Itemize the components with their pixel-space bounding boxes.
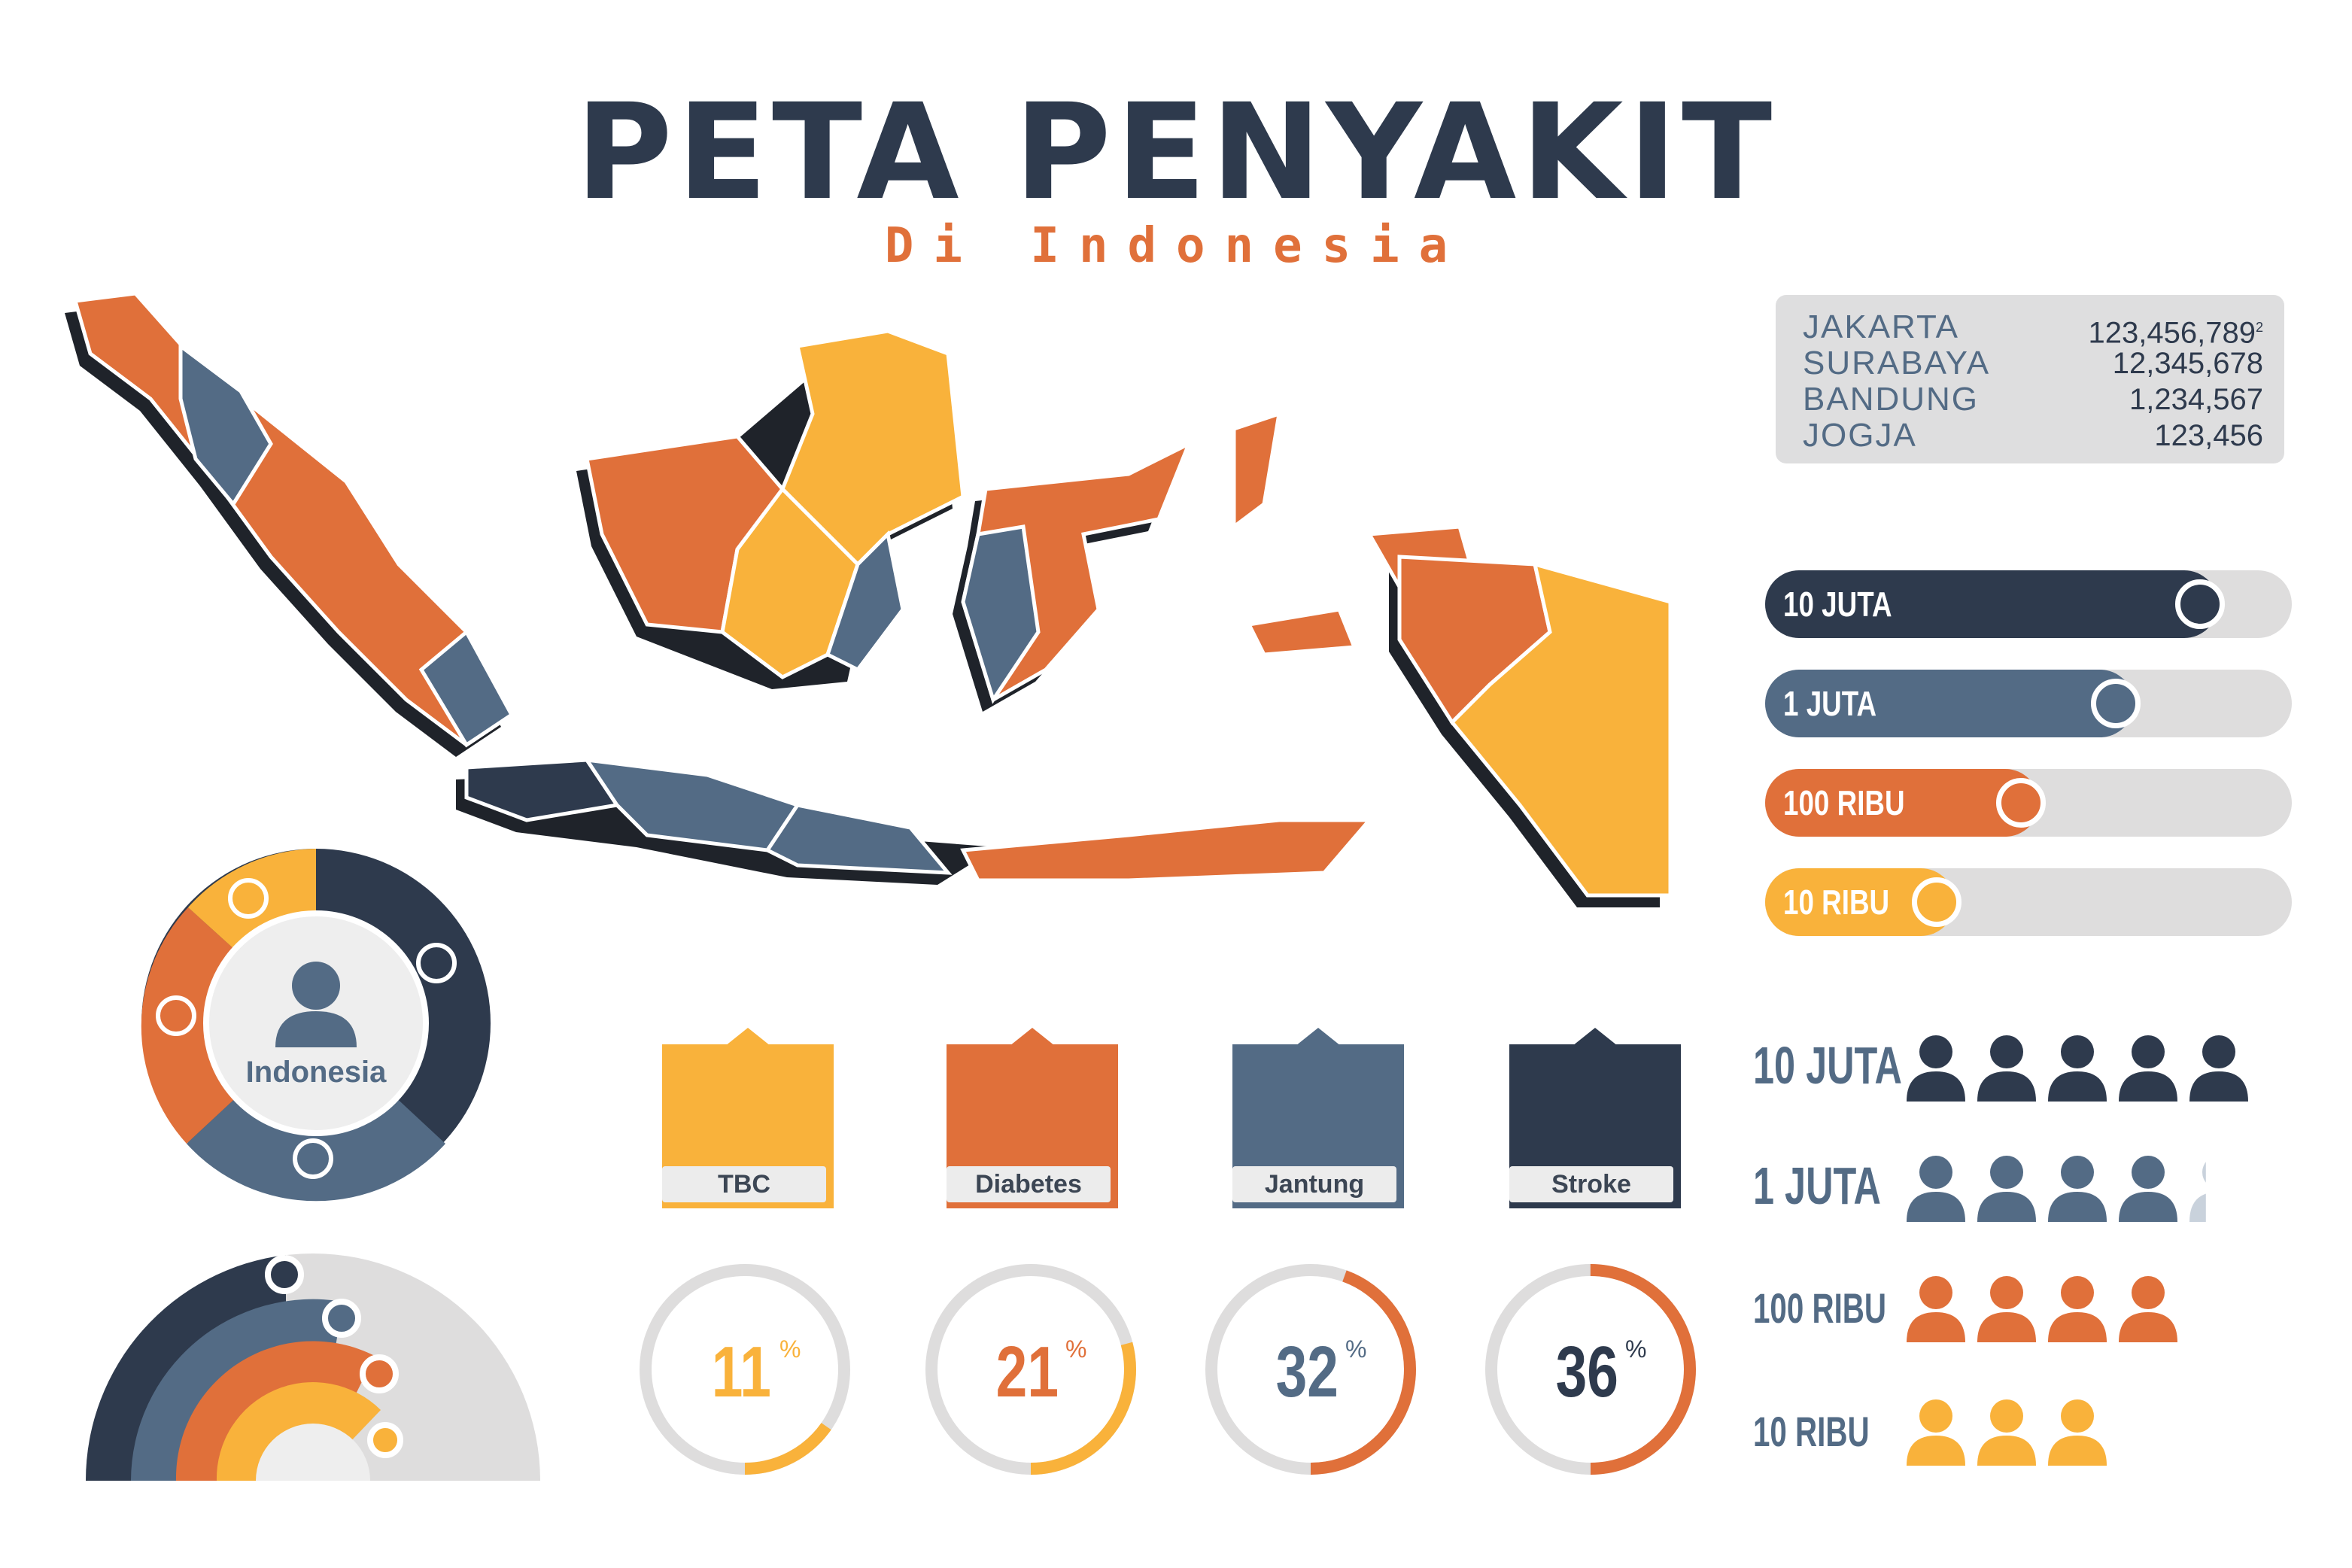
- level-bar-fill: [1765, 670, 2134, 737]
- disease-card: Jantung: [1232, 1028, 1404, 1208]
- ring-arc: [925, 1264, 1136, 1475]
- disease-label: Diabetes: [947, 1166, 1111, 1202]
- people-legend-label: 10 RIBU: [1753, 1408, 1870, 1455]
- page-subtitle: Di Indonesia: [884, 218, 1468, 274]
- map-maluku-south: [1246, 607, 1357, 657]
- ring-unit: %: [1345, 1336, 1366, 1363]
- city-row: SURABAYA 12,345,678: [1803, 345, 2263, 382]
- disease-card: Stroke: [1509, 1028, 1681, 1208]
- level-bar-knob[interactable]: [1996, 778, 2046, 828]
- city-name: BANDUNG: [1803, 381, 1980, 418]
- person-icon: [1907, 1035, 1965, 1102]
- gauge-knob: [360, 1354, 399, 1393]
- map-papua: [1449, 561, 1673, 898]
- percent-rings: 11% 21% 32% 36%: [640, 1264, 1696, 1475]
- map-sulawesi-central: [961, 524, 1041, 704]
- level-bar-fill: [1765, 570, 2218, 638]
- donut-marker: [293, 1138, 333, 1179]
- city-value: 123,456,7892: [2088, 316, 2263, 350]
- city-name: JAKARTA: [1803, 308, 1959, 345]
- people-legend-label: 100 RIBU: [1753, 1284, 1887, 1332]
- person-icon: [1977, 1035, 2036, 1102]
- donut-center-label: Indonesia: [246, 1056, 387, 1089]
- person-icon: [1907, 1399, 1965, 1466]
- gauge-knob: [367, 1422, 403, 1458]
- person-icon: [2048, 1276, 2107, 1342]
- donut-marker: [416, 943, 457, 983]
- person-icon: [2048, 1035, 2107, 1102]
- person-icon: [1977, 1399, 2036, 1466]
- person-icon: [1977, 1276, 2036, 1342]
- level-bar-knob[interactable]: [2175, 579, 2225, 629]
- ring-unit: %: [779, 1336, 801, 1363]
- ring-unit: %: [1065, 1336, 1086, 1363]
- map-kalimantan-south: [825, 530, 905, 673]
- person-icon: [2048, 1399, 2107, 1466]
- level-bar-track: 100 RIBU: [1765, 769, 2292, 837]
- person-icon: [2119, 1156, 2177, 1222]
- map-java-east: [764, 803, 953, 875]
- gauge-knob: [265, 1255, 304, 1294]
- person-icon: [2119, 1035, 2177, 1102]
- map-sumatra-south: [418, 629, 515, 748]
- map-nusa-tenggara: [960, 818, 1374, 883]
- level-bar-label: 1 JUTA: [1783, 684, 1877, 723]
- ring-value: 32: [1276, 1332, 1339, 1412]
- level-bar-knob[interactable]: [2091, 679, 2141, 728]
- map-sumatra-north: [178, 342, 273, 508]
- level-bar-label: 10 JUTA: [1783, 585, 1892, 624]
- people-legend-label: 1 JUTA: [1753, 1156, 1881, 1215]
- level-bar-track: 10 JUTA: [1765, 570, 2292, 638]
- person-icon: [2189, 1162, 2206, 1222]
- ring-value: 21: [996, 1332, 1059, 1412]
- person-icon: [2119, 1276, 2177, 1342]
- person-icon: [1977, 1156, 2036, 1222]
- page-title: PETA PENYAKIT: [575, 75, 1777, 229]
- level-bar-track: 1 JUTA: [1765, 670, 2292, 737]
- person-icon: [2048, 1156, 2107, 1222]
- disease-label: Jantung: [1232, 1166, 1396, 1202]
- indonesia-map: [65, 291, 1673, 907]
- city-name: SURABAYA: [1803, 345, 1991, 381]
- person-icon: [275, 962, 357, 1047]
- level-bar-label: 100 RIBU: [1783, 783, 1905, 822]
- disease-card: TBC: [662, 1028, 834, 1208]
- ring-unit: %: [1625, 1336, 1646, 1363]
- person-icon: [1907, 1276, 1965, 1342]
- ring-arc: [640, 1264, 850, 1475]
- level-bar-fill: [1765, 769, 2039, 837]
- people-legend-label: 10 JUTA: [1753, 1036, 1902, 1095]
- map-maluku: [1232, 411, 1282, 530]
- ring-arc: [1485, 1264, 1696, 1475]
- city-table: JAKARTA 123,456,7892 SURABAYA 12,345,678…: [1776, 295, 2284, 463]
- card-notch: [1296, 1028, 1341, 1046]
- city-value: 1,234,567: [2129, 383, 2263, 416]
- ring-arc: [1205, 1264, 1416, 1475]
- city-value: 12,345,678: [2112, 347, 2263, 380]
- card-notch: [1573, 1028, 1618, 1046]
- ring-value: 36: [1556, 1332, 1618, 1412]
- card-notch: [1010, 1028, 1055, 1046]
- card-notch: [725, 1028, 770, 1046]
- ring-value: 11: [712, 1332, 771, 1412]
- level-bar-track: 10 RIBU: [1765, 868, 2292, 936]
- city-row: BANDUNG 1,234,567: [1803, 381, 2263, 418]
- city-row: JAKARTA 123,456,7892: [1803, 308, 2263, 349]
- disease-label: Stroke: [1509, 1166, 1673, 1202]
- map-java-west: [464, 758, 621, 822]
- city-name: JOGJA: [1803, 417, 1917, 454]
- level-bar-label: 10 RIBU: [1783, 883, 1890, 922]
- city-row: JOGJA 123,456: [1803, 417, 2263, 454]
- disease-label: TBC: [662, 1166, 826, 1202]
- gauge-knob: [322, 1299, 361, 1338]
- donut-marker: [228, 878, 269, 919]
- donut-marker: [156, 995, 196, 1036]
- person-icon: [1907, 1156, 1965, 1222]
- person-icon: [2189, 1035, 2248, 1102]
- indonesia-donut: Indonesia: [141, 849, 491, 1202]
- semicircle-gauge: [85, 1253, 540, 1481]
- disease-card: Diabetes: [947, 1028, 1118, 1208]
- level-bar-knob[interactable]: [1912, 877, 1962, 927]
- city-value: 123,456: [2154, 419, 2263, 452]
